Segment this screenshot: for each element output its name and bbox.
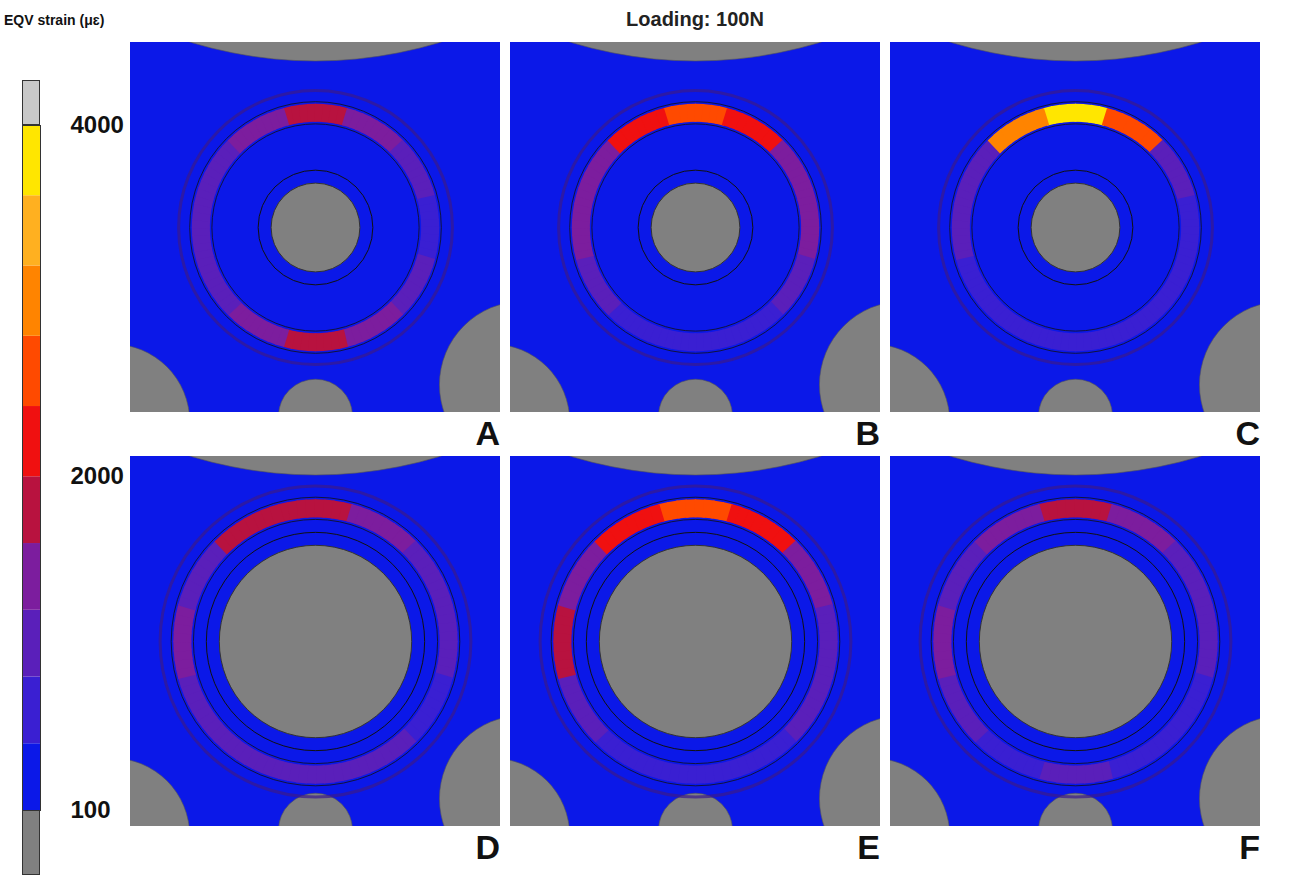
svg-text:100: 100: [71, 796, 111, 823]
html-text:EQV strain (μɛ): EQV strain (μɛ): [4, 12, 105, 28]
html-text:D: D: [475, 828, 500, 866]
html-text:E: E: [857, 828, 880, 866]
html-text:A: A: [475, 414, 500, 452]
svg-text:2000: 2000: [71, 462, 124, 489]
html-text:B: B: [855, 414, 880, 452]
svg-text:4000: 4000: [71, 111, 124, 138]
html-text:F: F: [1239, 828, 1260, 866]
html-text:Loading: 100N: Loading: 100N: [626, 8, 764, 30]
html-text:C: C: [1235, 414, 1260, 452]
